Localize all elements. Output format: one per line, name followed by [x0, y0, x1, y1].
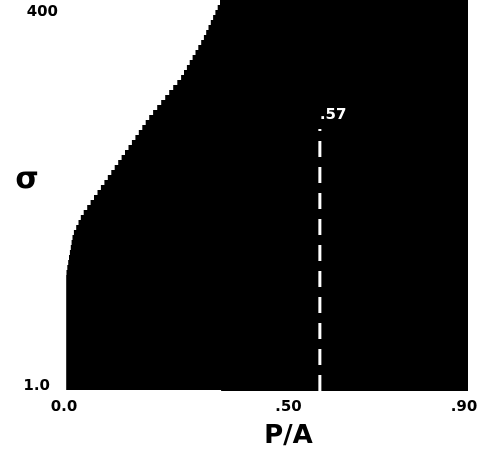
empty-region-cell	[64, 30, 207, 35]
empty-region-cell	[64, 280, 67, 285]
empty-region-cell	[64, 130, 139, 135]
empty-region-cell	[64, 360, 67, 365]
empty-region-cell	[64, 370, 67, 375]
empty-region-cell	[64, 195, 94, 200]
heatmap-cells	[64, 0, 222, 395]
empty-region-cell	[64, 5, 218, 10]
empty-region-cell	[64, 110, 154, 115]
empty-region-cell	[64, 70, 184, 75]
empty-region-cell	[64, 290, 67, 295]
empty-region-cell	[64, 55, 193, 60]
empty-region-cell	[64, 135, 136, 140]
empty-region-cell	[64, 200, 91, 205]
empty-region-cell	[64, 345, 67, 350]
empty-region-cell	[64, 45, 199, 50]
empty-region-cell	[64, 50, 196, 55]
empty-region-cell	[64, 250, 70, 255]
empty-region-cell	[64, 255, 69, 260]
empty-region-cell	[64, 210, 84, 215]
empty-region-cell	[64, 275, 67, 280]
empty-region-cell	[64, 235, 73, 240]
empty-region-cell	[64, 330, 67, 335]
empty-region-cell	[64, 185, 101, 190]
empty-region-cell	[64, 340, 67, 345]
empty-region-cell	[64, 40, 202, 45]
empty-region-cell	[64, 90, 170, 95]
empty-region-cell	[64, 365, 67, 370]
empty-region-cell	[64, 225, 77, 230]
empty-region-cell	[64, 125, 143, 130]
plot-area: .57	[64, 0, 468, 395]
empty-region-cell	[64, 325, 67, 330]
empty-region-cell	[64, 310, 67, 315]
empty-region-cell	[64, 20, 211, 25]
empty-region-cell	[64, 355, 67, 360]
empty-region-cell	[64, 0, 220, 5]
empty-region-cell	[64, 190, 98, 195]
empty-region-cell	[64, 160, 119, 165]
empty-region-cell	[64, 260, 69, 265]
empty-region-cell	[64, 205, 88, 210]
x-axis-title: P/A	[264, 420, 313, 450]
empty-region-cell	[64, 120, 146, 125]
empty-region-cell	[64, 115, 150, 120]
empty-region-cell	[64, 380, 67, 385]
empty-region-cell	[64, 65, 187, 70]
empty-region-cell	[64, 140, 132, 145]
x-tick-label-0: 0.0	[51, 397, 78, 415]
empty-region-cell	[64, 25, 209, 30]
empty-region-cell	[64, 100, 162, 105]
empty-region-cell	[64, 15, 214, 20]
empty-region-cell	[64, 270, 67, 275]
x-tick-label-2: .90	[451, 397, 478, 415]
empty-region-cell	[64, 145, 129, 150]
empty-region-cell	[64, 245, 71, 250]
empty-region-cell	[64, 220, 79, 225]
empty-region-cell	[64, 265, 68, 270]
empty-region-cell	[64, 35, 204, 40]
empty-region-cell	[64, 315, 67, 320]
empty-region-cell	[64, 390, 222, 395]
empty-region-cell	[64, 175, 108, 180]
y-tick-label-bottom: 1.0	[23, 376, 50, 394]
y-axis-title: σ	[15, 161, 38, 196]
empty-region-cell	[64, 60, 190, 65]
empty-region-cell	[64, 285, 67, 290]
empty-region-cell	[64, 75, 182, 80]
empty-region-cell	[64, 150, 125, 155]
empty-region-cell	[64, 80, 178, 85]
empty-region-cell	[64, 375, 67, 380]
empty-region-cell	[64, 170, 112, 175]
empty-region-cell	[64, 240, 72, 245]
empty-region-cell	[64, 385, 67, 390]
x-tick-label-1: .50	[275, 397, 302, 415]
empty-region-cell	[64, 165, 115, 170]
empty-region-cell	[64, 350, 67, 355]
empty-region-cell	[64, 155, 122, 160]
empty-region-cell	[64, 180, 105, 185]
empty-region-cell	[64, 320, 67, 325]
empty-region-cell	[64, 105, 158, 110]
empty-region-cell	[64, 305, 67, 310]
empty-region-cell	[64, 295, 67, 300]
empty-region-cell	[64, 95, 166, 100]
empty-region-cell	[64, 335, 67, 340]
empty-region-cell	[64, 230, 74, 235]
empty-region-cell	[64, 215, 81, 220]
empty-region-cell	[64, 85, 174, 90]
empty-region-cell	[64, 300, 67, 305]
threshold-label: .57	[320, 105, 347, 123]
empty-region-cell	[64, 10, 216, 15]
y-tick-label-top: 400	[27, 2, 58, 20]
